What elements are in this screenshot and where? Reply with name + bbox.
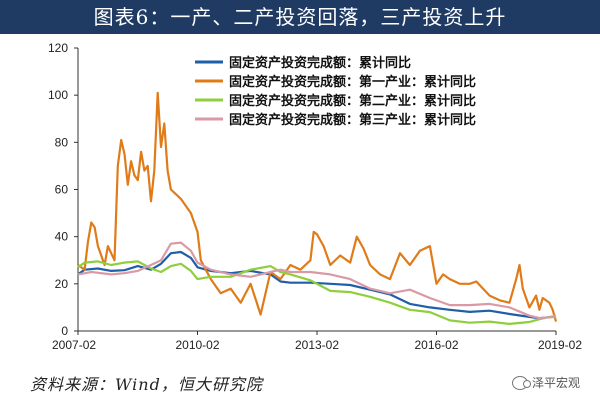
x-tick-label: 2010-02 (175, 338, 219, 352)
series-line-3 (77, 260, 557, 325)
chart-legend: 固定资产投资完成额：累计同比固定资产投资完成额：第一产业：累计同比固定资产投资完… (195, 55, 476, 128)
watermark: 泽平宏观 (511, 374, 580, 391)
source-note: 资料来源：Wind，恒大研究院 (30, 375, 263, 394)
wechat-icon (511, 375, 531, 390)
x-tick-label: 2007-02 (52, 338, 96, 352)
y-tick-label: 80 (55, 135, 69, 149)
y-tick-label: 20 (55, 277, 69, 291)
y-tick-label: 60 (55, 183, 69, 197)
legend-label-4: 固定资产投资完成额：第三产业：累计同比 (229, 112, 476, 128)
line-chart: 0 20 40 60 80 100 120 2007-02 2010-02 2013-02 2016… (48, 41, 582, 352)
chart-title: 图表6：一产、二产投资回落，三产投资上升 (0, 0, 600, 34)
y-tick-label: 40 (55, 230, 69, 244)
series-line-4 (77, 241, 557, 320)
legend-label-2: 固定资产投资完成额：第一产业：累计同比 (229, 74, 476, 90)
chart-axes: 0 20 40 60 80 100 120 2007-02 2010-02 2013-02 2016… (48, 41, 582, 352)
series-line-1 (77, 250, 557, 320)
y-tick-label: 0 (61, 324, 68, 338)
y-tick-label: 100 (48, 88, 68, 102)
x-tick-label: 2013-02 (295, 338, 339, 352)
series-line-2 (77, 91, 558, 322)
x-tick-label: 2019-02 (538, 338, 582, 352)
watermark-label: 泽平宏观 (531, 376, 580, 390)
y-tick-label: 120 (48, 41, 68, 55)
chart-series (77, 91, 558, 325)
legend-label-3: 固定资产投资完成额：第二产业：累计同比 (229, 93, 476, 109)
x-tick-label: 2016-02 (414, 338, 458, 352)
legend-label-1: 固定资产投资完成额：累计同比 (229, 55, 411, 71)
